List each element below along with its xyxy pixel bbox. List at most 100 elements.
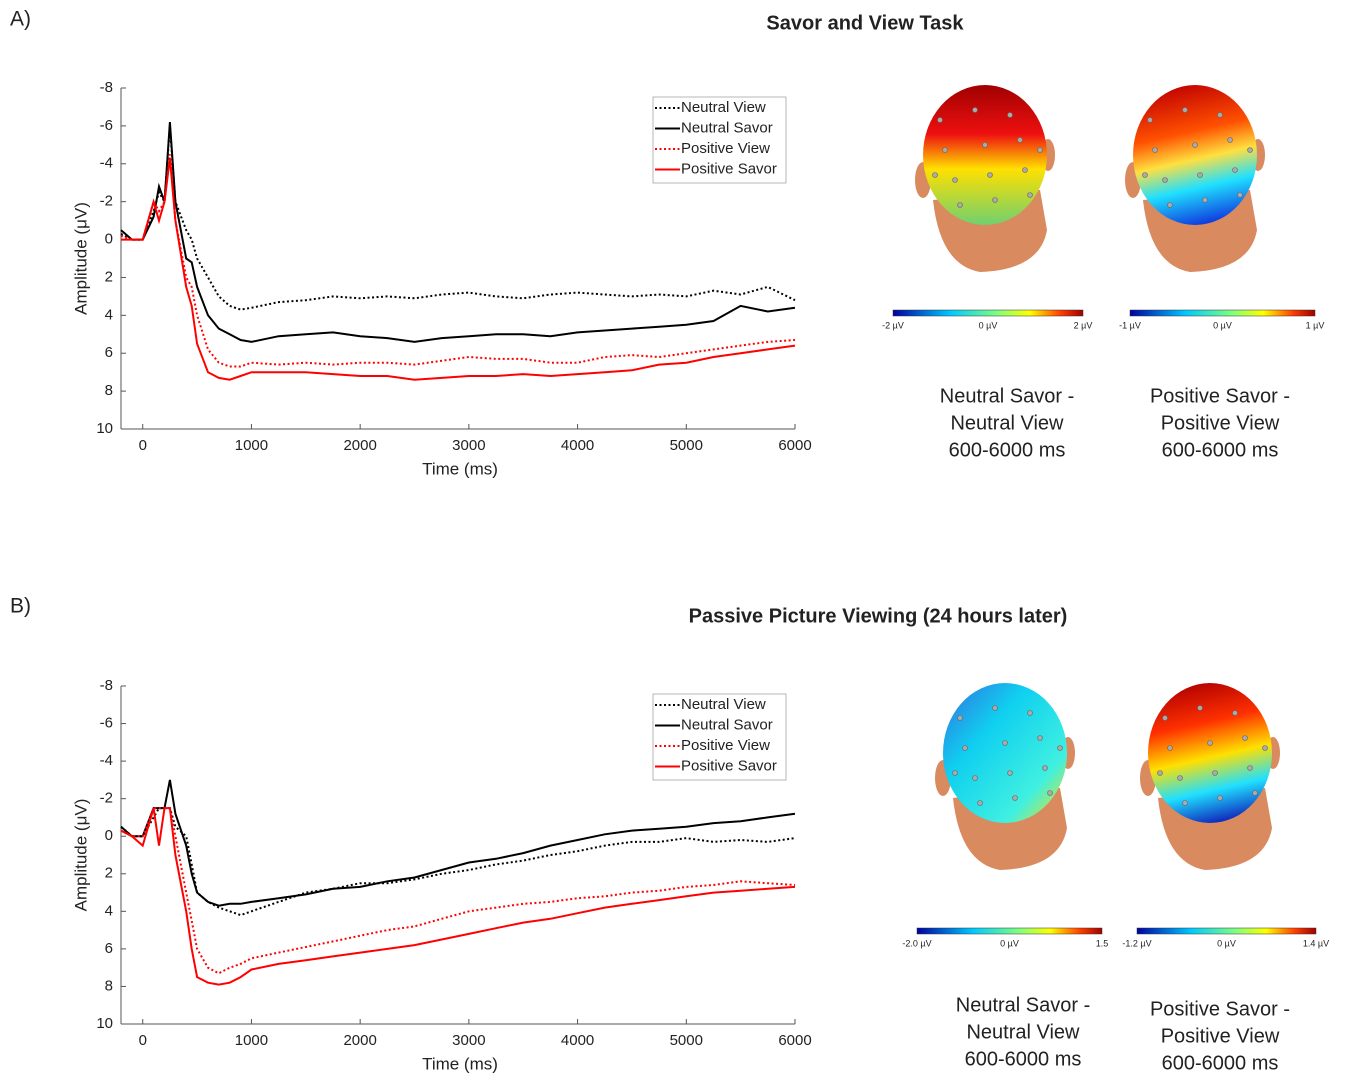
legend-label: Positive Savor: [681, 160, 777, 177]
y-tick-label: -4: [100, 155, 113, 172]
colorbar: [1136, 927, 1317, 935]
chart-title: Passive Picture Viewing (24 hours later): [689, 605, 1068, 627]
electrode: [1017, 137, 1023, 143]
electrode: [1262, 745, 1268, 751]
map-caption: 600-6000 ms: [1162, 439, 1279, 461]
data-line: [120, 779, 796, 907]
electrode: [1232, 167, 1238, 173]
map-caption: Neutral View: [950, 412, 1064, 434]
y-tick-label: -2: [100, 193, 113, 210]
data-line: [120, 122, 796, 343]
x-tick-label: 6000: [778, 437, 811, 454]
map-caption: Neutral Savor -: [956, 994, 1091, 1016]
scalp-map: [943, 683, 1067, 823]
electrode: [952, 770, 958, 776]
x-tick-label: 0: [139, 437, 147, 454]
electrode: [1197, 172, 1203, 178]
y-tick-label: 0: [105, 231, 113, 248]
electrode: [1232, 710, 1238, 716]
electrode: [1157, 770, 1163, 776]
electrode: [937, 117, 943, 123]
scalp-map: [923, 85, 1047, 225]
electrode: [1042, 765, 1048, 771]
colorbar: [1129, 309, 1316, 317]
panel-label: B): [10, 595, 31, 618]
data-line: [120, 807, 796, 986]
y-tick-label: 10: [96, 1015, 113, 1032]
colorbar-label: -2.0 µV: [902, 938, 931, 948]
electrode: [1162, 177, 1168, 183]
colorbar-label: 0 µV: [1213, 320, 1232, 330]
legend-label: Positive Savor: [681, 757, 777, 774]
electrode: [942, 147, 948, 153]
electrode: [992, 197, 998, 203]
colorbar-label: 0 µV: [1217, 938, 1236, 948]
data-line: [120, 807, 796, 917]
colorbar-label: 0 µV: [979, 320, 998, 330]
electrode: [1167, 202, 1173, 208]
electrode: [962, 745, 968, 751]
electrode: [1242, 735, 1248, 741]
map-caption: Positive Savor -: [1150, 998, 1290, 1020]
legend-label: Neutral View: [681, 696, 766, 713]
y-tick-label: 6: [105, 940, 113, 957]
legend-label: Neutral View: [681, 99, 766, 116]
y-tick-label: -8: [100, 677, 113, 694]
y-tick-label: 8: [105, 977, 113, 994]
y-tick-label: 2: [105, 268, 113, 285]
scalp-map: [1133, 85, 1257, 225]
legend-label: Neutral Savor: [681, 119, 773, 136]
colorbar-label: -1.2 µV: [1122, 938, 1151, 948]
electrode: [1202, 197, 1208, 203]
y-tick-label: 8: [105, 382, 113, 399]
electrode: [1247, 765, 1253, 771]
electrode: [1007, 112, 1013, 118]
electrode: [952, 177, 958, 183]
y-tick-label: 4: [105, 902, 113, 919]
electrode: [982, 142, 988, 148]
colorbar: [892, 309, 1084, 317]
electrode: [1037, 735, 1043, 741]
electrode: [1027, 710, 1033, 716]
electrode: [1142, 172, 1148, 178]
electrode: [1007, 770, 1013, 776]
x-tick-label: 2000: [343, 437, 376, 454]
electrode: [1047, 790, 1053, 796]
electrode: [972, 775, 978, 781]
electrode: [1217, 112, 1223, 118]
electrode: [1237, 192, 1243, 198]
colorbar-label: 1 µV: [1306, 320, 1325, 330]
y-axis-label: Amplitude (μV): [71, 799, 90, 912]
x-tick-label: 3000: [452, 437, 485, 454]
x-tick-label: 1000: [235, 437, 268, 454]
electrode: [1182, 107, 1188, 113]
colorbar-label: 0 µV: [1000, 938, 1019, 948]
map-caption: Neutral View: [966, 1021, 1080, 1043]
legend-label: Neutral Savor: [681, 716, 773, 733]
x-tick-label: 3000: [452, 1032, 485, 1049]
x-tick-label: 5000: [670, 1032, 703, 1049]
electrode: [977, 800, 983, 806]
panel-label: A): [10, 8, 31, 31]
electrode: [1227, 137, 1233, 143]
electrode: [1197, 705, 1203, 711]
y-axis-label: Amplitude (μV): [71, 202, 90, 315]
map-caption: Positive View: [1161, 412, 1280, 434]
y-tick-label: 0: [105, 827, 113, 844]
electrode: [1182, 800, 1188, 806]
electrode: [1162, 715, 1168, 721]
electrode: [1002, 740, 1008, 746]
y-tick-label: 4: [105, 306, 113, 323]
electrode: [1247, 147, 1253, 153]
data-line: [120, 125, 796, 311]
electrode: [1177, 775, 1183, 781]
scalp-map: [1148, 683, 1272, 823]
electrode: [1207, 740, 1213, 746]
x-tick-label: 0: [139, 1032, 147, 1049]
electrode: [1217, 795, 1223, 801]
chart-title: Savor and View Task: [766, 12, 964, 34]
electrode: [987, 172, 993, 178]
electrode: [992, 705, 998, 711]
electrode: [1027, 192, 1033, 198]
electrode: [1022, 167, 1028, 173]
